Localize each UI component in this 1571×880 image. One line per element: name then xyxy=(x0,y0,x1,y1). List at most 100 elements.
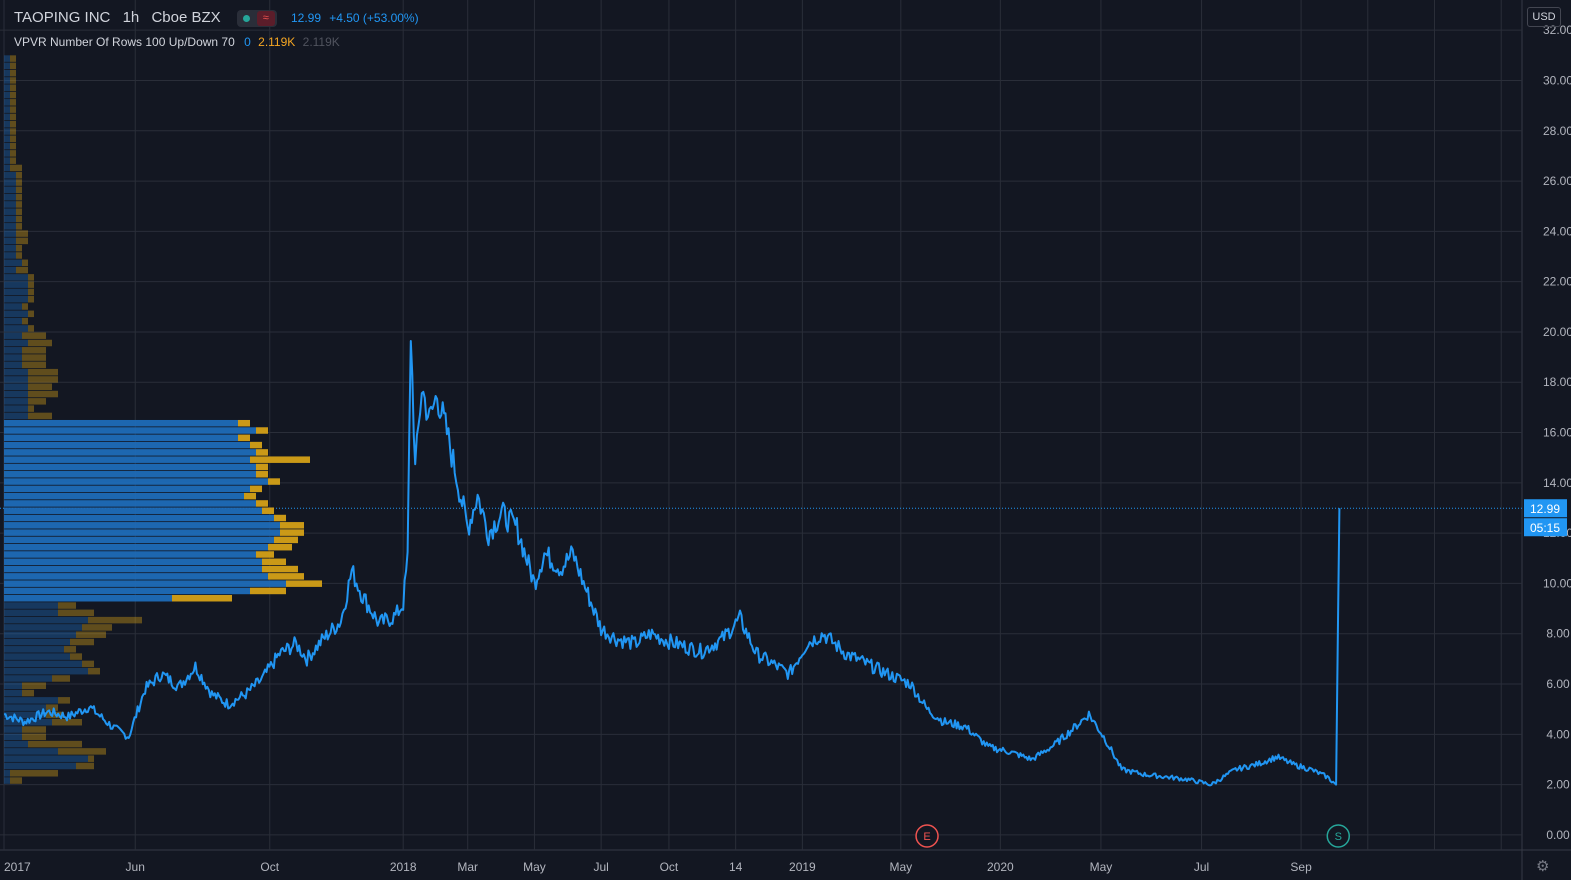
volume-profile-bar-down xyxy=(268,573,304,580)
volume-profile-bar-down xyxy=(82,660,94,668)
volume-profile-bar-up xyxy=(4,120,10,128)
indicator-value-2: 2.119K xyxy=(302,35,340,49)
x-tick-label: 2018 xyxy=(390,860,417,874)
volume-profile-bar-down xyxy=(268,478,280,485)
volume-profile-bar-down xyxy=(22,733,46,741)
volume-profile-bar-up xyxy=(4,193,16,201)
volume-profile-bar-down xyxy=(22,354,46,361)
event-marker-icon xyxy=(1326,824,1351,848)
indicator-legend[interactable]: VPVR Number Of Rows 100 Up/Down 70 0 2.1… xyxy=(14,35,340,49)
x-tick-label: Mar xyxy=(457,860,478,874)
volume-profile-bar-down xyxy=(262,507,274,514)
volume-profile-bar-down xyxy=(28,390,58,398)
volume-profile-bar-down xyxy=(250,485,262,493)
volume-profile-bar-up xyxy=(4,471,256,478)
symbol-name[interactable]: TAOPING INC xyxy=(14,9,111,26)
volume-profile-bar-up xyxy=(4,595,172,602)
volume-profile-bar-up xyxy=(4,449,256,456)
volume-profile-bar-up xyxy=(4,565,262,573)
volume-profile-bar-down xyxy=(10,142,16,150)
y-tick-label: 20.00 xyxy=(1543,325,1571,339)
volume-profile-bar-up xyxy=(4,733,22,741)
volume-profile-bar-up xyxy=(4,91,10,99)
x-tick-label: Jul xyxy=(1194,860,1209,874)
interval-label[interactable]: 1h xyxy=(122,9,140,26)
market-open-icon xyxy=(242,14,250,22)
volume-profile-bar-up xyxy=(4,675,52,682)
volume-profile-bar-down xyxy=(52,718,82,726)
event-marker-label: E xyxy=(923,831,930,843)
volume-profile-bar-up xyxy=(4,266,16,274)
volume-profile-bar-down xyxy=(10,157,16,164)
x-tick-label: 2017 xyxy=(4,860,31,874)
volume-profile-bar-up xyxy=(4,303,22,310)
volume-profile-bar-up xyxy=(4,536,274,544)
volume-profile-bar-down xyxy=(76,631,106,638)
exchange-label: Cboe BZX xyxy=(151,9,221,26)
volume-profile-bar-down xyxy=(238,434,250,442)
x-tick-label: Jun xyxy=(126,860,145,874)
volume-profile-bar-down xyxy=(28,295,34,303)
volume-profile-bar-down xyxy=(16,215,22,223)
volume-profile-bar-down xyxy=(16,208,22,215)
market-status-pill[interactable]: ≈ xyxy=(236,9,277,27)
countdown-badge xyxy=(1524,518,1567,537)
last-price: 12.99 xyxy=(290,11,322,25)
volume-profile-bar-down xyxy=(10,62,16,70)
volume-profile-bar-down xyxy=(28,339,52,347)
volume-profile-bar-up xyxy=(4,762,76,770)
volume-profile-bar-up xyxy=(4,332,22,339)
x-tick-label: 2019 xyxy=(789,860,816,874)
volume-profile-bar-up xyxy=(4,770,10,777)
volume-profile-bar-up xyxy=(4,172,16,179)
volume-profile-bar-up xyxy=(4,777,10,784)
volume-profile-bar-up xyxy=(4,419,238,427)
volume-profile-bar-down xyxy=(22,726,46,733)
volume-profile-bar-up xyxy=(4,128,10,135)
volume-profile-bar-up xyxy=(4,157,10,164)
price-axis[interactable]: 0.002.004.006.008.0010.0012.0014.0016.00… xyxy=(1524,23,1571,842)
indicator-value-1: 2.119K xyxy=(258,35,296,49)
volume-profile-bar-down xyxy=(28,368,58,376)
volume-profile-bar-up xyxy=(4,295,28,303)
volume-profile-bar-up xyxy=(4,522,280,529)
volume-profile-bar-up xyxy=(4,361,22,369)
volume-profile-bar-up xyxy=(4,478,268,485)
volume-profile-bar-up xyxy=(4,288,28,296)
volume-profile-bar-up xyxy=(4,55,10,62)
volume-profile-bar-up xyxy=(4,179,16,186)
volume-profile-bar-up xyxy=(4,317,22,325)
volume-profile-bar-up xyxy=(4,441,250,449)
volume-profile-bar-up xyxy=(4,631,76,638)
y-tick-label: 26.00 xyxy=(1543,174,1571,188)
volume-profile-bar-down xyxy=(88,755,94,762)
x-tick-label: 14 xyxy=(729,860,743,874)
volume-profile-bar-down xyxy=(10,135,16,143)
volume-profile-bar-down xyxy=(16,237,28,245)
volume-profile-bar-up xyxy=(4,208,16,215)
volume-profile-bar-up xyxy=(4,514,274,522)
volume-profile-bar-up xyxy=(4,252,16,259)
volume-profile-bar-down xyxy=(28,310,34,318)
volume-profile-bar-down xyxy=(274,514,286,522)
currency-label[interactable]: USD xyxy=(1527,7,1561,27)
chart-header: TAOPING INC 1h Cboe BZX ≈ 12.99 +4.50 (+… xyxy=(14,9,423,27)
volume-profile-bar-up xyxy=(4,711,46,719)
volume-profile-bar-up xyxy=(4,354,22,361)
volume-profile-bar-down xyxy=(280,522,304,529)
gear-icon[interactable]: ⚙ xyxy=(1536,858,1550,875)
time-axis[interactable]: 2017 Jun Oct 2018 Mar May Jul Oct 14 2019 May 2020 M… xyxy=(4,860,1312,874)
price-series xyxy=(3,340,1341,787)
volume-profile-bar-down xyxy=(256,449,268,456)
volume-profile-bar-down xyxy=(22,259,28,267)
volume-profile-bar-down xyxy=(10,91,16,99)
volume-profile-bar-down xyxy=(250,587,286,595)
volume-profile xyxy=(4,55,322,784)
volume-profile-bar-up xyxy=(4,704,46,711)
volume-profile-bar-up xyxy=(4,376,28,383)
volume-profile-bar-up xyxy=(4,405,28,412)
volume-profile-bar-up xyxy=(4,558,262,566)
volume-profile-bar-down xyxy=(28,412,52,420)
